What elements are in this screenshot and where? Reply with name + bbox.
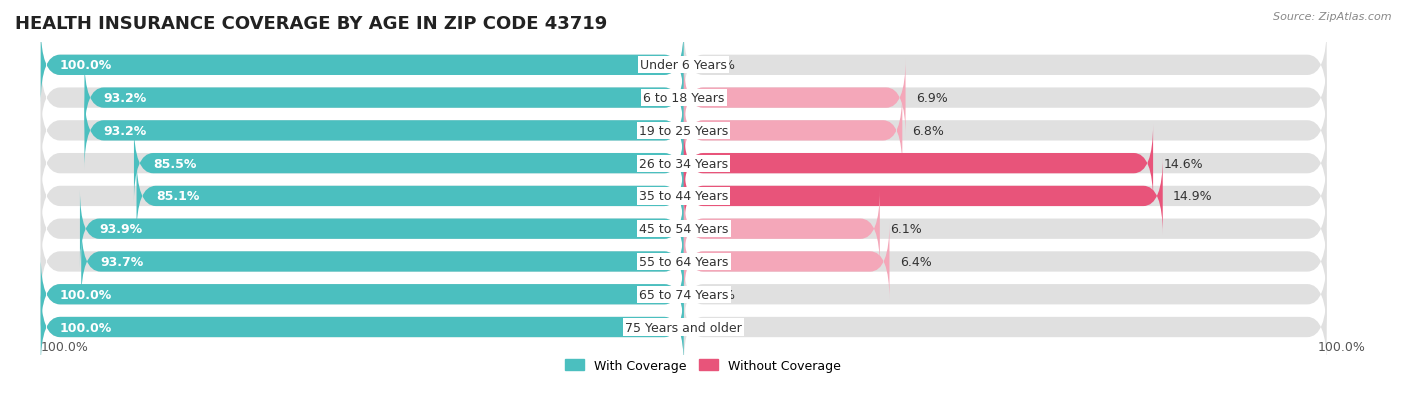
Text: 6 to 18 Years: 6 to 18 Years xyxy=(643,92,724,105)
FancyBboxPatch shape xyxy=(41,223,683,301)
FancyBboxPatch shape xyxy=(683,59,1327,137)
FancyBboxPatch shape xyxy=(683,27,1327,104)
FancyBboxPatch shape xyxy=(41,190,683,268)
Text: 100.0%: 100.0% xyxy=(60,321,112,334)
FancyBboxPatch shape xyxy=(683,288,1327,366)
FancyBboxPatch shape xyxy=(683,125,1327,203)
FancyBboxPatch shape xyxy=(41,157,683,235)
Text: 0.0%: 0.0% xyxy=(703,321,735,334)
FancyBboxPatch shape xyxy=(84,92,683,170)
Text: 65 to 74 Years: 65 to 74 Years xyxy=(638,288,728,301)
Text: 0.0%: 0.0% xyxy=(703,288,735,301)
FancyBboxPatch shape xyxy=(134,125,683,203)
Legend: With Coverage, Without Coverage: With Coverage, Without Coverage xyxy=(561,354,845,377)
FancyBboxPatch shape xyxy=(82,223,683,301)
Text: 14.9%: 14.9% xyxy=(1173,190,1212,203)
FancyBboxPatch shape xyxy=(683,59,905,137)
Text: 75 Years and older: 75 Years and older xyxy=(626,321,742,334)
Text: HEALTH INSURANCE COVERAGE BY AGE IN ZIP CODE 43719: HEALTH INSURANCE COVERAGE BY AGE IN ZIP … xyxy=(15,15,607,33)
Text: 93.2%: 93.2% xyxy=(104,92,148,105)
Text: 100.0%: 100.0% xyxy=(41,340,89,353)
Text: 19 to 25 Years: 19 to 25 Years xyxy=(640,125,728,138)
FancyBboxPatch shape xyxy=(80,190,683,268)
FancyBboxPatch shape xyxy=(41,256,683,333)
Text: 100.0%: 100.0% xyxy=(60,59,112,72)
Text: 6.4%: 6.4% xyxy=(900,255,932,268)
Text: 6.1%: 6.1% xyxy=(890,223,922,236)
Text: 55 to 64 Years: 55 to 64 Years xyxy=(638,255,728,268)
FancyBboxPatch shape xyxy=(683,223,890,301)
Text: 93.7%: 93.7% xyxy=(100,255,143,268)
Text: 85.5%: 85.5% xyxy=(153,157,197,170)
FancyBboxPatch shape xyxy=(41,59,683,137)
FancyBboxPatch shape xyxy=(41,256,683,333)
FancyBboxPatch shape xyxy=(683,92,1327,170)
Text: 6.9%: 6.9% xyxy=(915,92,948,105)
FancyBboxPatch shape xyxy=(683,157,1327,235)
FancyBboxPatch shape xyxy=(41,288,683,366)
Text: 93.9%: 93.9% xyxy=(100,223,142,236)
Text: Under 6 Years: Under 6 Years xyxy=(640,59,727,72)
FancyBboxPatch shape xyxy=(41,92,683,170)
FancyBboxPatch shape xyxy=(683,256,1327,333)
Text: 0.0%: 0.0% xyxy=(703,59,735,72)
FancyBboxPatch shape xyxy=(683,223,1327,301)
FancyBboxPatch shape xyxy=(41,27,683,104)
Text: Source: ZipAtlas.com: Source: ZipAtlas.com xyxy=(1274,12,1392,22)
Text: 45 to 54 Years: 45 to 54 Years xyxy=(638,223,728,236)
FancyBboxPatch shape xyxy=(683,157,1163,235)
Text: 26 to 34 Years: 26 to 34 Years xyxy=(640,157,728,170)
FancyBboxPatch shape xyxy=(683,190,1327,268)
FancyBboxPatch shape xyxy=(136,157,683,235)
Text: 100.0%: 100.0% xyxy=(1317,340,1365,353)
Text: 100.0%: 100.0% xyxy=(60,288,112,301)
FancyBboxPatch shape xyxy=(84,59,683,137)
FancyBboxPatch shape xyxy=(41,288,683,366)
FancyBboxPatch shape xyxy=(41,27,683,104)
FancyBboxPatch shape xyxy=(683,125,1153,203)
FancyBboxPatch shape xyxy=(683,190,880,268)
Text: 93.2%: 93.2% xyxy=(104,125,148,138)
FancyBboxPatch shape xyxy=(683,92,903,170)
Text: 35 to 44 Years: 35 to 44 Years xyxy=(640,190,728,203)
Text: 85.1%: 85.1% xyxy=(156,190,200,203)
FancyBboxPatch shape xyxy=(41,125,683,203)
Text: 14.6%: 14.6% xyxy=(1163,157,1204,170)
Text: 6.8%: 6.8% xyxy=(912,125,945,138)
